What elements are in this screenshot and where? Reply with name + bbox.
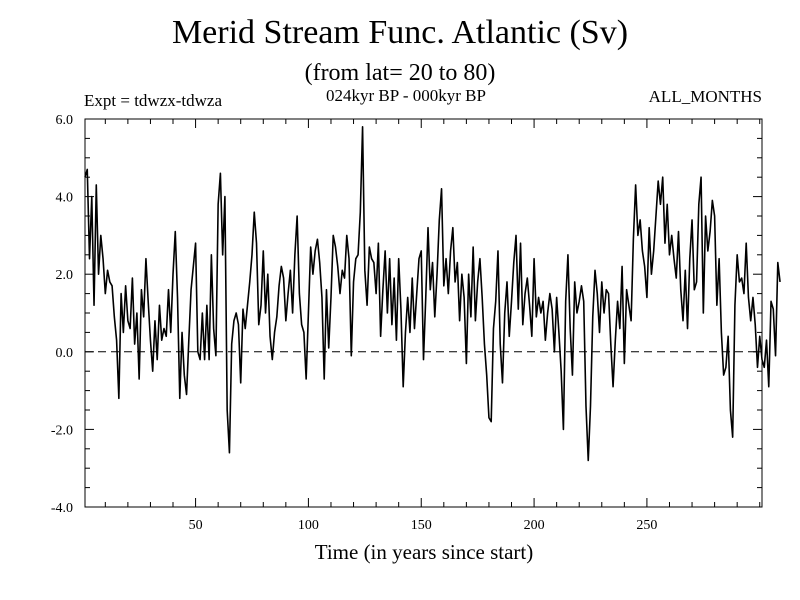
months-label: ALL_MONTHS bbox=[648, 87, 762, 106]
y-tick-label: 0.0 bbox=[56, 346, 74, 361]
y-tick-label: -2.0 bbox=[51, 423, 73, 438]
x-axis-label: Time (in years since start) bbox=[314, 540, 534, 564]
axis-ticks bbox=[85, 118, 762, 508]
plot-frame bbox=[84, 118, 763, 508]
chart-subtitle: (from lat= 20 to 80) bbox=[304, 60, 496, 86]
y-tick-label: 2.0 bbox=[56, 268, 74, 283]
x-tick-label: 250 bbox=[636, 518, 657, 533]
experiment-label: Expt = tdwzx-tdwza bbox=[84, 91, 222, 110]
x-tick-label: 200 bbox=[524, 518, 545, 533]
x-tick-label: 50 bbox=[189, 518, 203, 533]
y-tick-label: 6.0 bbox=[56, 113, 74, 128]
y-tick-label: 4.0 bbox=[56, 191, 74, 206]
chart-title: Merid Stream Func. Atlantic (Sv) bbox=[171, 14, 629, 51]
series-line bbox=[84, 125, 781, 462]
axis-tick-labels: 50 100 150 200 250 -4.0 -2.0 0.0 2.0 4.0 6.0 bbox=[51, 113, 658, 533]
period-label: 024kyr BP - 000kyr BP bbox=[326, 86, 486, 105]
x-tick-label: 100 bbox=[298, 518, 319, 533]
y-tick-label: -4.0 bbox=[51, 501, 73, 516]
x-tick-label: 150 bbox=[411, 518, 432, 533]
